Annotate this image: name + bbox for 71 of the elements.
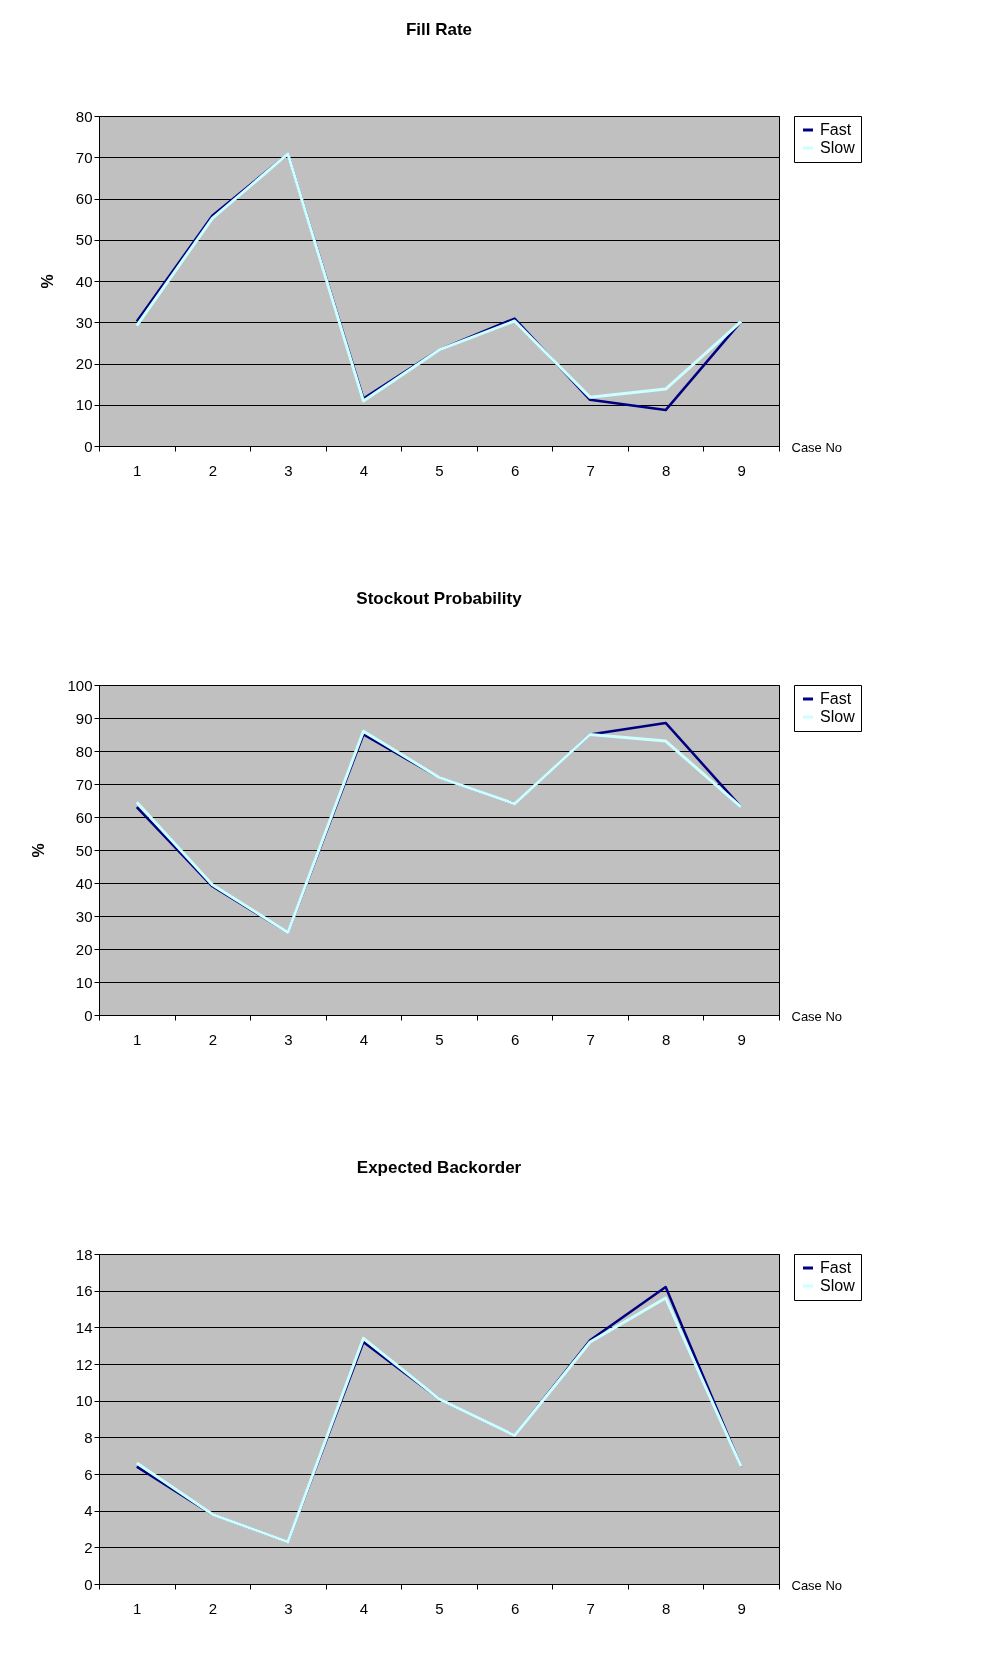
y-tick-label: 12 <box>75 1355 93 1373</box>
x-tick-label: 6 <box>510 1599 520 1617</box>
y-axis-title: % <box>30 843 48 858</box>
y-tick-label: 100 <box>67 676 93 694</box>
y-tick-label: 0 <box>84 437 93 455</box>
legend-label: Slow <box>820 708 856 725</box>
x-tick-label: 7 <box>586 461 595 479</box>
x-tick-label: 5 <box>435 461 444 479</box>
y-tick-label: 40 <box>75 874 93 892</box>
y-tick-label: 70 <box>75 775 93 793</box>
y-tick-label: 50 <box>75 231 93 249</box>
y-tick-label: 80 <box>75 107 93 125</box>
x-tick-label: 2 <box>208 1030 218 1048</box>
legend-label: Fast <box>820 121 852 138</box>
x-tick-label: 1 <box>133 461 142 479</box>
x-tick-label: 3 <box>284 461 293 479</box>
x-tick-label: 5 <box>435 1599 444 1617</box>
chart-title: Stockout Probability <box>356 589 523 608</box>
x-tick-label: 2 <box>208 1599 218 1617</box>
y-tick-label: 60 <box>75 190 93 207</box>
y-tick-label: 50 <box>75 841 93 859</box>
y-tick-label: 60 <box>75 808 93 826</box>
y-tick-label: 10 <box>75 973 93 991</box>
y-tick-label: 18 <box>75 1245 93 1263</box>
legend-label: Slow <box>820 1277 856 1294</box>
y-axis-title: % <box>38 274 56 289</box>
y-tick-label: 6 <box>84 1465 93 1483</box>
legend-label: Fast <box>820 1259 852 1276</box>
x-tick-label: 3 <box>284 1599 293 1617</box>
x-axis-title: Case No <box>791 1008 843 1024</box>
chart-title: Fill Rate <box>405 20 473 39</box>
x-tick-label: 1 <box>133 1030 142 1048</box>
x-tick-label: 1 <box>133 1599 142 1617</box>
legend-label: Slow <box>820 139 856 156</box>
y-tick-label: 10 <box>75 1392 93 1410</box>
x-tick-label: 4 <box>359 1599 369 1617</box>
x-tick-label: 9 <box>737 1599 746 1617</box>
y-tick-label: 8 <box>84 1428 93 1446</box>
x-tick-label: 3 <box>284 1030 293 1048</box>
y-tick-label: 16 <box>75 1282 93 1300</box>
y-tick-label: 40 <box>75 272 93 290</box>
y-tick-label: 30 <box>75 907 93 925</box>
x-axis-title: Case No <box>791 1577 843 1593</box>
legend-label: Fast <box>820 690 852 707</box>
y-tick-label: 0 <box>84 1575 93 1593</box>
y-tick-label: 14 <box>75 1318 93 1336</box>
x-tick-label: 8 <box>661 1599 671 1617</box>
y-tick-label: 4 <box>84 1502 93 1520</box>
y-tick-label: 70 <box>75 148 93 166</box>
x-tick-label: 6 <box>510 461 520 479</box>
x-tick-label: 9 <box>737 461 746 479</box>
y-tick-label: 90 <box>75 709 93 727</box>
x-tick-label: 8 <box>661 461 671 479</box>
x-tick-label: 4 <box>359 1030 369 1048</box>
x-tick-label: 2 <box>208 461 218 479</box>
y-tick-label: 20 <box>75 940 93 958</box>
chart-title: Expected Backorder <box>356 1158 522 1177</box>
x-tick-label: 8 <box>661 1030 671 1048</box>
y-tick-label: 20 <box>75 355 93 372</box>
y-tick-label: 30 <box>75 313 93 331</box>
x-tick-label: 9 <box>737 1030 746 1048</box>
x-tick-label: 4 <box>359 461 369 479</box>
x-axis-title: Case No <box>791 439 843 455</box>
y-tick-label: 0 <box>84 1006 93 1024</box>
y-tick-label: 80 <box>75 742 93 760</box>
x-tick-label: 7 <box>586 1030 595 1048</box>
x-tick-label: 6 <box>510 1030 520 1048</box>
y-tick-label: 2 <box>84 1538 93 1556</box>
x-tick-label: 5 <box>435 1030 444 1048</box>
y-tick-label: 10 <box>75 396 93 414</box>
x-tick-label: 7 <box>586 1599 595 1617</box>
